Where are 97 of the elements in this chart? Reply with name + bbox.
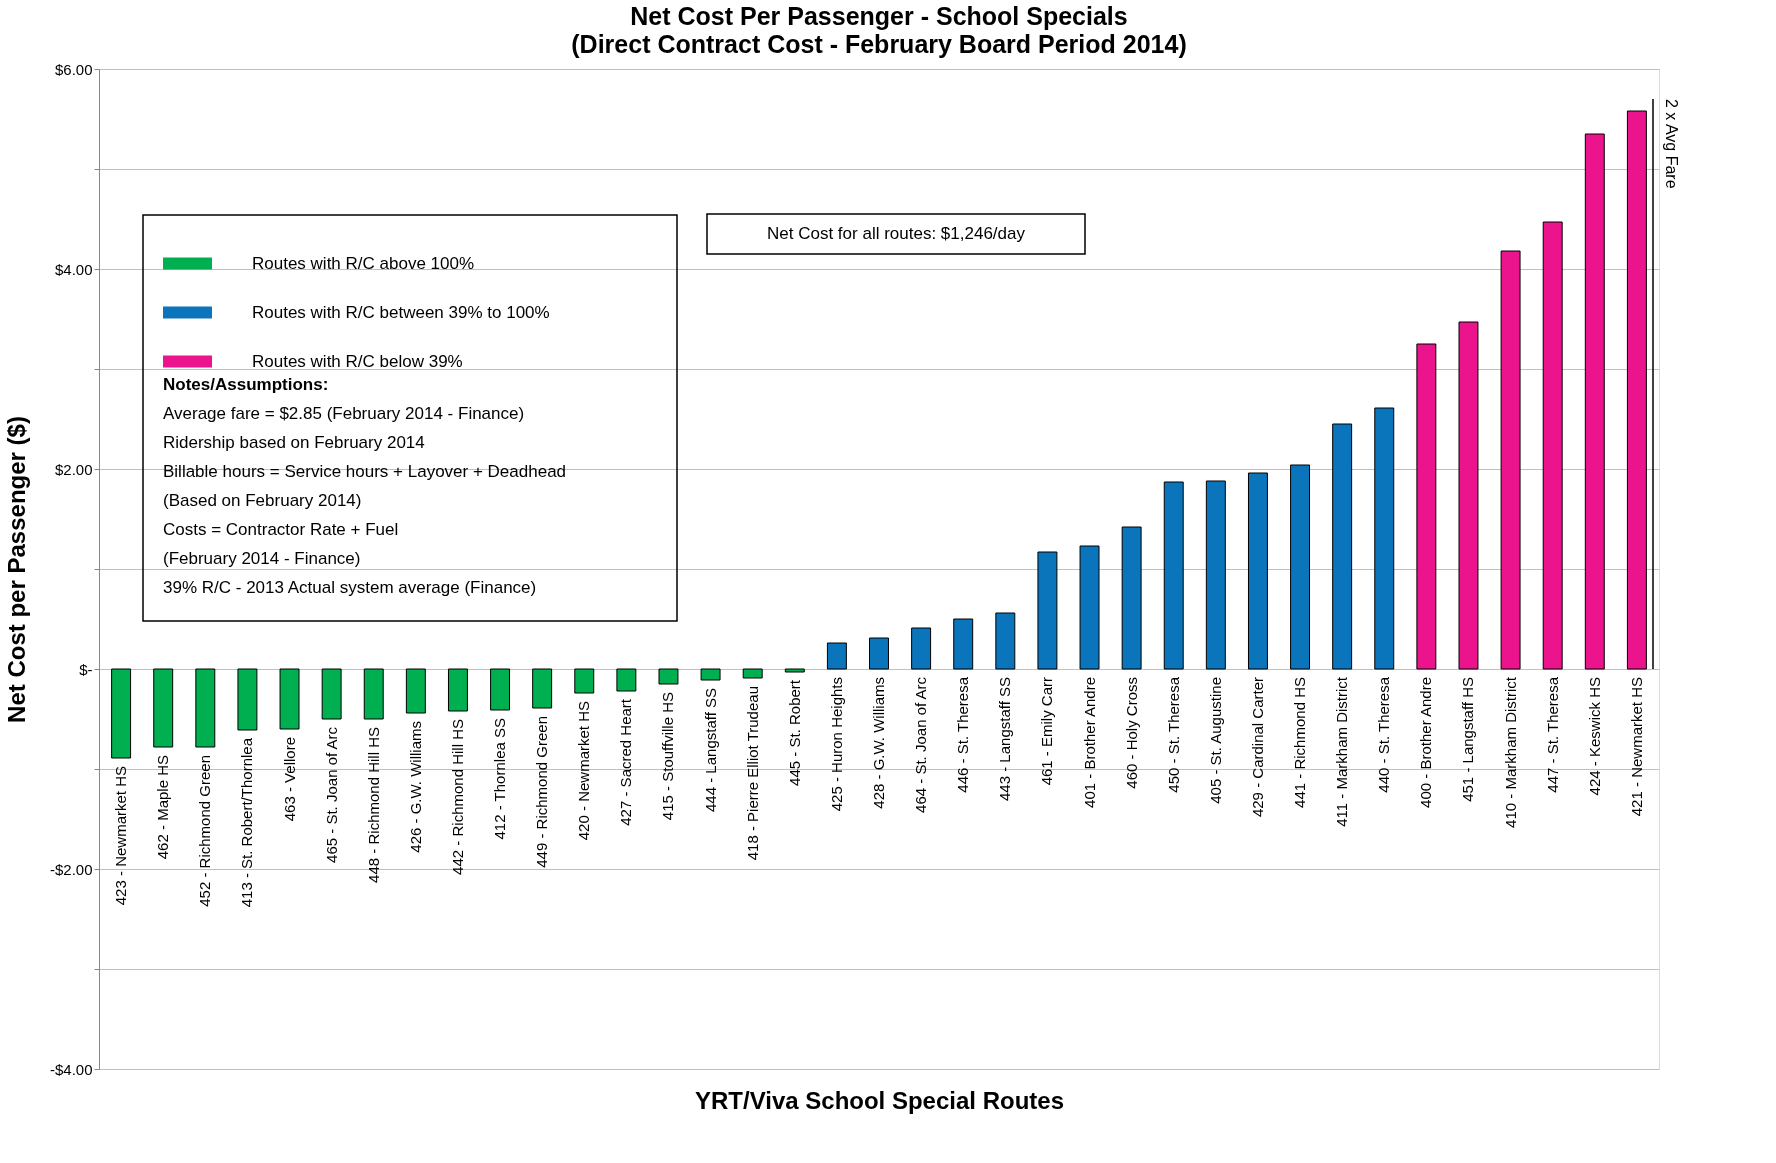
- x-tick-label: 420 - Newmarket HS: [575, 701, 593, 841]
- annotation: Average fare = $2.85 (February 2014 - Finance): [163, 404, 525, 423]
- x-tick-label: 405 - St. Augustine: [1206, 677, 1224, 804]
- bar: [111, 668, 132, 759]
- text: 2 x Avg Fare: [1663, 99, 1680, 189]
- x-tick-label: 461 - Emily Carr: [1038, 677, 1056, 786]
- x-tick-label: 442 - Richmond Hill HS: [448, 719, 466, 875]
- bar: [363, 668, 384, 720]
- annotation: (February 2014 - Finance): [163, 549, 361, 568]
- bar: [700, 668, 721, 681]
- x-tick-label: 448 - Richmond Hill HS: [364, 727, 382, 883]
- bar: [153, 668, 174, 748]
- bar: [658, 668, 679, 685]
- x-tick-label: 429 - Cardinal Carter: [1248, 677, 1266, 818]
- x-tick-label: 446 - St. Theresa: [954, 676, 972, 793]
- y-tick-label: -$4.00: [49, 1060, 93, 1078]
- bar: [869, 637, 889, 670]
- chart-subtitle: (Direct Contract Cost - February Board Period 2014): [571, 30, 1187, 58]
- bar: [1542, 221, 1563, 670]
- bar: [995, 612, 1016, 670]
- bar: [279, 668, 300, 730]
- x-tick-label: 450 - St. Theresa: [1164, 676, 1182, 793]
- annotation: 39% R/C - 2013 Actual system average (Finance): [163, 578, 537, 597]
- bar: [826, 642, 847, 670]
- y-tick-label: $4.00: [54, 260, 93, 278]
- bar: [1626, 110, 1647, 670]
- bar: [953, 618, 974, 670]
- y-tick-label: $2.00: [54, 460, 93, 478]
- x-tick-label: 441 - Richmond HS: [1291, 677, 1309, 808]
- x-tick-label: 418 - Pierre Elliot Trudeau: [743, 686, 761, 861]
- x-tick-label: 463 - Vellore: [280, 737, 298, 822]
- x-tick-label: 444 - Langstaff SS: [701, 688, 719, 812]
- x-tick-label: 410 - Markham District: [1501, 676, 1519, 828]
- x-tick-label: 452 - Richmond Green: [196, 755, 214, 907]
- bar: [1037, 551, 1058, 670]
- bar: [616, 668, 637, 692]
- bar: [1374, 407, 1395, 670]
- x-tick-label: 424 - Keswick HS: [1585, 677, 1603, 796]
- bar: [490, 668, 511, 711]
- x-tick-label: 425 - Huron Heights: [827, 677, 845, 812]
- x-tick-label: 465 - St. Joan of Arc: [322, 726, 340, 863]
- x-axis-title: YRT/Viva School Special Routes: [695, 1086, 1064, 1114]
- x-tick-label: 421 - Newmarket HS: [1627, 677, 1645, 817]
- legend-label: Routes with R/C between 39% to 100%: [252, 302, 550, 322]
- annotation: Costs = Contractor Rate + Fuel: [163, 520, 399, 539]
- bar: [321, 668, 342, 720]
- x-tick-label: 460 - Holy Cross: [1122, 677, 1140, 789]
- x-tick-label: 427 - Sacred Heart: [617, 698, 635, 826]
- bar: [1458, 321, 1479, 670]
- annotation: Ridership based on February 2014: [163, 433, 425, 452]
- annotation: Notes/Assumptions:: [163, 375, 329, 394]
- bar: [1205, 480, 1226, 670]
- y-axis-title: Net Cost per Passenger ($): [2, 416, 30, 723]
- bar: [237, 668, 258, 731]
- x-tick-label: 413 - St. Robert/Thornlea: [238, 737, 256, 908]
- x-tick-label: 428 - G.W. Williams: [870, 677, 887, 809]
- x-tick-label: 426 - G.W. Williams: [406, 721, 424, 853]
- x-tick-label: 400 - Brother Andre: [1417, 677, 1435, 808]
- chart-title: Net Cost Per Passenger - School Specials: [630, 2, 1128, 30]
- bar: [1290, 464, 1311, 670]
- bar: [574, 668, 595, 694]
- bar: [1163, 481, 1184, 670]
- x-tick-label: 443 - Langstaff SS: [996, 677, 1014, 801]
- x-tick-label: 411 - Markham District: [1333, 676, 1351, 827]
- x-tick-label: 464 - St. Joan of Arc: [912, 676, 930, 813]
- bar: [1332, 423, 1353, 670]
- annotation: Net Cost for all routes: $1,246/day: [767, 224, 1026, 243]
- x-tick-label: 445 - St. Robert: [785, 679, 803, 786]
- bar: [911, 627, 932, 670]
- legend-label: Routes with R/C above 100%: [252, 253, 475, 273]
- bar: [195, 668, 216, 748]
- annotation: (Based on February 2014): [163, 491, 362, 510]
- bar: [1247, 472, 1268, 670]
- x-tick-label: 423 - Newmarket HS: [112, 766, 130, 906]
- bar: [1121, 526, 1142, 670]
- x-tick-label: 401 - Brother Andre: [1080, 677, 1098, 808]
- x-tick-label: 462 - Maple HS: [154, 755, 172, 860]
- x-tick-label: 451 - Langstaff HS: [1459, 677, 1477, 802]
- x-tick-label: 447 - St. Theresa: [1543, 676, 1561, 793]
- bar: [447, 668, 468, 712]
- bar: [405, 668, 426, 714]
- y-tick-label: $6.00: [54, 60, 93, 78]
- annotation: Billable hours = Service hours + Layover + Deadhead: [163, 462, 567, 481]
- legend-label: Routes with R/C below 39%: [252, 351, 463, 371]
- bar: [1416, 343, 1437, 670]
- y-tick-label: -$2.00: [49, 860, 93, 878]
- x-tick-label: 412 - Thornlea SS: [491, 718, 509, 840]
- bar: [532, 668, 553, 709]
- x-tick-label: 440 - St. Theresa: [1375, 676, 1393, 793]
- x-tick-label: 415 - Stouffville HS: [659, 692, 677, 821]
- x-tick-label: 449 - Richmond Green: [533, 716, 551, 868]
- bar: [1584, 133, 1605, 670]
- bar: [742, 668, 763, 679]
- bar: [1500, 250, 1521, 670]
- bar: [1079, 545, 1100, 670]
- y-tick-label: $-: [79, 660, 93, 678]
- bar: [784, 668, 805, 673]
